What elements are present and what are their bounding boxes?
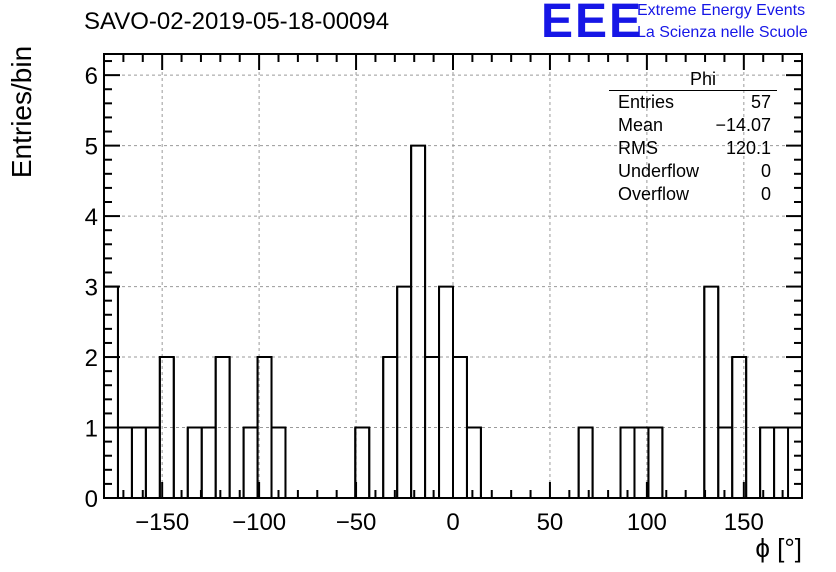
y-tick-label: 0 (85, 486, 98, 513)
histogram-bin (132, 428, 146, 498)
stats-value: 57 (750, 92, 771, 112)
histogram-bin (579, 428, 593, 498)
y-tick-label: 4 (85, 204, 98, 231)
tick-labels: −150 −100 −50 0 50 100 150 0 1 2 3 4 5 6 (85, 63, 764, 536)
x-tick-label: 150 (724, 509, 764, 536)
y-tick-label: 2 (85, 345, 98, 372)
stats-value: 120.1 (725, 138, 771, 158)
histogram-bin (760, 428, 774, 498)
eee-logo: EEE (541, 0, 644, 48)
y-tick-label: 6 (85, 63, 98, 90)
y-tick-label: 5 (85, 134, 98, 161)
histogram-bin (383, 357, 397, 498)
histogram-bin (216, 357, 230, 498)
y-axis-title: Entries/bin (6, 45, 37, 179)
axis-ticks (104, 54, 802, 499)
logo-subtitle-2: La Scienza nelle Scuole (637, 24, 808, 41)
stats-row-mean: Mean −14.07 (609, 114, 777, 137)
histogram-bin (704, 287, 718, 498)
histogram-bin (467, 428, 481, 498)
histogram-bin (355, 428, 369, 498)
histogram-bin (258, 357, 272, 498)
stats-box: Phi Entries 57 Mean −14.07 RMS 120.1 Und… (609, 68, 777, 206)
stats-label: Underflow (618, 161, 700, 181)
histogram-bin (244, 428, 258, 498)
histogram-bin (774, 428, 788, 498)
histogram-bin (621, 428, 635, 498)
x-tick-label: 0 (446, 509, 459, 536)
y-tick-label: 3 (85, 275, 98, 302)
histogram-bin (202, 428, 216, 498)
histogram-bin (718, 428, 732, 498)
histogram-bin (188, 428, 202, 498)
histogram-bin (397, 287, 411, 498)
stats-row-overflow: Overflow 0 (609, 183, 777, 206)
stats-label: Entries (618, 92, 675, 112)
stats-value: 0 (760, 184, 771, 204)
stats-row-underflow: Underflow 0 (609, 160, 777, 183)
run-title: SAVO-02-2019-05-18-00094 (84, 8, 390, 35)
x-tick-label: −100 (232, 509, 286, 536)
histogram-bin (648, 428, 662, 498)
x-tick-label: −50 (336, 509, 377, 536)
stats-row-entries: Entries 57 (609, 91, 777, 114)
histogram-bin (118, 428, 132, 498)
histogram-bin (439, 287, 453, 498)
y-tick-label: 1 (85, 416, 98, 443)
histogram-bin (272, 428, 286, 498)
stats-value: 0 (760, 161, 771, 181)
x-tick-label: 100 (627, 509, 667, 536)
logo-subtitle-1: Extreme Energy Events (637, 2, 806, 19)
histogram-bin (104, 287, 118, 498)
stats-row-rms: RMS 120.1 (609, 137, 777, 160)
x-axis-title: ϕ [°] (755, 533, 802, 563)
stats-label: Mean (618, 115, 664, 135)
histogram-bin (411, 146, 425, 498)
x-tick-label: 50 (537, 509, 564, 536)
stats-value: −14.07 (715, 115, 771, 135)
x-tick-label: −150 (135, 509, 189, 536)
stats-label: Overflow (618, 184, 690, 204)
stats-title: Phi (609, 68, 777, 91)
histogram-bin (146, 428, 160, 498)
stats-label: RMS (618, 138, 658, 158)
